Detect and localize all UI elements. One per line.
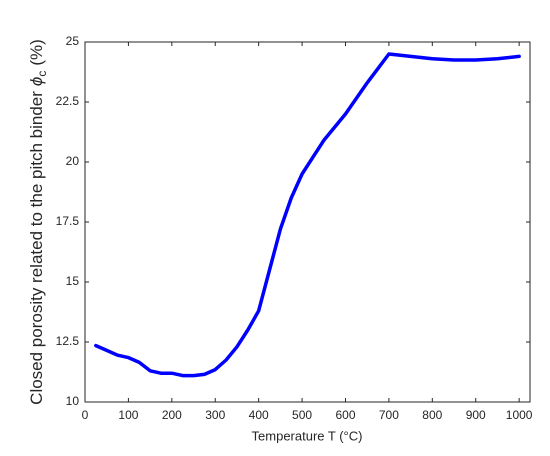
y-tick-label: 20 — [66, 154, 80, 168]
x-tick-label: 700 — [379, 408, 399, 422]
x-tick-label: 300 — [205, 408, 225, 422]
x-tick-label: 200 — [162, 408, 182, 422]
data-line — [94, 52, 521, 378]
x-tick-label: 800 — [422, 408, 442, 422]
y-tick-label: 22.5 — [56, 94, 80, 108]
x-tick-label: 100 — [118, 408, 138, 422]
x-tick-label: 500 — [292, 408, 312, 422]
y-tick-label: 12.5 — [56, 334, 80, 348]
y-label-text: Closed porosity related to the pitch bin… — [27, 91, 46, 405]
y-tick-label: 10 — [66, 394, 80, 408]
y-tick-label: 15 — [66, 274, 80, 288]
x-axis-label: Temperature T (°C) — [252, 428, 363, 443]
y-label-symbol: ϕ — [27, 77, 46, 86]
x-tick-label: 0 — [82, 408, 89, 422]
y-axis-label: Closed porosity related to the pitch bin… — [27, 39, 49, 405]
x-tick-label: 900 — [466, 408, 486, 422]
y-label-unit: (%) — [27, 39, 46, 65]
y-label-subscript: c — [35, 71, 49, 77]
plot-frame — [84, 41, 531, 403]
y-tick-label: 25 — [66, 34, 80, 48]
x-tick-label: 400 — [249, 408, 269, 422]
y-tick-label: 17.5 — [56, 214, 80, 228]
x-tick-label: 600 — [335, 408, 355, 422]
x-tick-label: 1000 — [506, 408, 533, 422]
